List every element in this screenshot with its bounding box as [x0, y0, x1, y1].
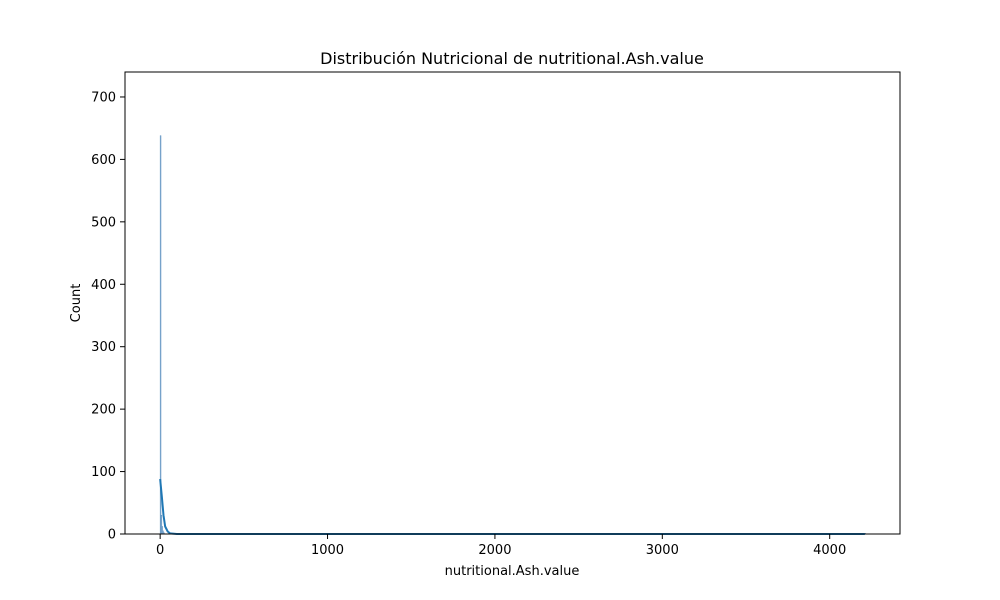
y-tick-label: 200: [91, 403, 116, 418]
y-tick-label: 600: [91, 153, 116, 168]
y-axis-label: Count: [69, 284, 84, 323]
plot-background: [125, 72, 900, 534]
y-tick-label: 100: [91, 465, 116, 480]
x-tick-label: 2000: [478, 543, 511, 558]
y-tick-label: 0: [108, 528, 116, 543]
x-tick-label: 4000: [813, 543, 846, 558]
x-tick-label: 3000: [646, 543, 679, 558]
x-tick-label: 1000: [311, 543, 344, 558]
plot-frame: [124, 71, 901, 535]
chart-title: Distribución Nutricional de nutritional.…: [320, 49, 704, 68]
y-axis-ticks: 0 100 200 300 400 500 600 700: [91, 90, 125, 543]
y-tick-label: 500: [91, 215, 116, 230]
x-axis-label: nutritional.Ash.value: [445, 564, 580, 579]
y-tick-label: 300: [91, 340, 116, 355]
y-tick-label: 700: [91, 90, 116, 105]
y-tick-label: 400: [91, 278, 116, 293]
x-tick-label: 0: [156, 543, 164, 558]
x-axis-ticks: 0 1000 2000 3000 4000: [156, 534, 846, 558]
histogram-bar: [159, 135, 162, 535]
